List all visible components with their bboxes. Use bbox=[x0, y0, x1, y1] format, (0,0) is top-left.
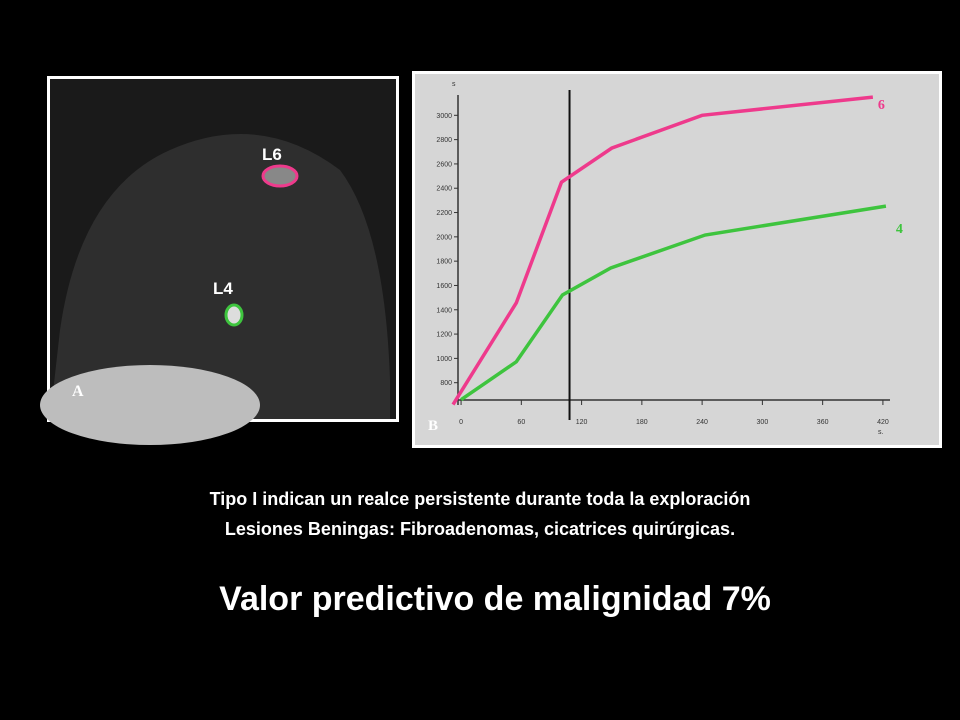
y-tick-label: 2000 bbox=[436, 234, 452, 241]
lesion-contour bbox=[224, 303, 244, 327]
series-label: 6 bbox=[878, 98, 885, 113]
y-tick-label: 1400 bbox=[436, 307, 452, 314]
lesion-contour bbox=[261, 164, 299, 188]
y-tick-label: 2200 bbox=[436, 210, 452, 217]
x-tick-label: 120 bbox=[576, 419, 588, 426]
y-tick-label: 3000 bbox=[436, 113, 452, 120]
headline: Valor predictivo de malignidad 7% bbox=[219, 580, 771, 618]
y-tick-label: 1200 bbox=[436, 332, 452, 339]
breast-tissue bbox=[50, 134, 390, 419]
y-tick-label: 2600 bbox=[436, 161, 452, 168]
panel-label: A bbox=[72, 383, 84, 400]
y-axis-label: s bbox=[452, 81, 456, 88]
panel-label: B bbox=[428, 418, 438, 434]
x-axis-label: s. bbox=[878, 429, 884, 436]
x-tick-label: 360 bbox=[817, 419, 829, 426]
x-tick-label: 60 bbox=[517, 419, 525, 426]
series-label: 4 bbox=[896, 222, 903, 237]
y-tick-label: 800 bbox=[440, 380, 452, 387]
x-tick-label: 180 bbox=[636, 419, 648, 426]
y-tick-label: 1800 bbox=[436, 259, 452, 266]
y-tick-label: 1000 bbox=[436, 356, 452, 363]
lesion-label: L4 bbox=[213, 279, 233, 298]
caption: Lesiones Beningas: Fibroadenomas, cicatr… bbox=[225, 519, 735, 539]
tissue-bright bbox=[40, 365, 260, 445]
x-tick-label: 420 bbox=[877, 419, 889, 426]
series-line bbox=[451, 95, 874, 406]
caption: Tipo I indican un realce persistente dur… bbox=[210, 489, 751, 509]
series-line bbox=[460, 204, 887, 402]
y-tick-label: 2400 bbox=[436, 186, 452, 193]
y-tick-label: 1600 bbox=[436, 283, 452, 290]
x-tick-label: 0 bbox=[459, 419, 463, 426]
y-tick-label: 2800 bbox=[436, 137, 452, 144]
x-tick-label: 240 bbox=[696, 419, 708, 426]
x-tick-label: 300 bbox=[757, 419, 769, 426]
chart-background bbox=[415, 74, 939, 445]
lesion-label: L6 bbox=[262, 145, 282, 164]
